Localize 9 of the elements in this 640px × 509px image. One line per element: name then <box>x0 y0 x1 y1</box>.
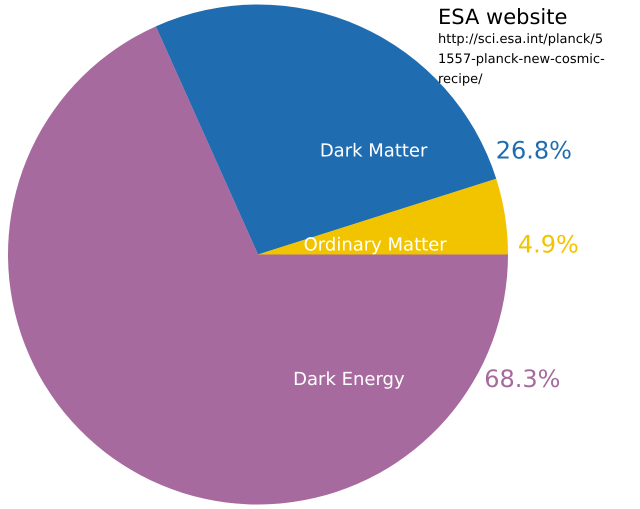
data-label: 68.3% <box>484 365 560 394</box>
text: ESA website <box>438 4 568 30</box>
slice-label: Dark Energy <box>293 369 405 390</box>
pie-slice <box>258 178 508 254</box>
data-label: 4.9% <box>518 230 579 258</box>
data-label: 26.8% <box>496 136 572 164</box>
slice-label: Ordinary Matter <box>304 234 448 256</box>
slice-label: Dark Matter <box>320 140 428 162</box>
text: http://sci.esa.int/planck/51557-planck-new-cosmic-recipe/ <box>438 31 606 89</box>
